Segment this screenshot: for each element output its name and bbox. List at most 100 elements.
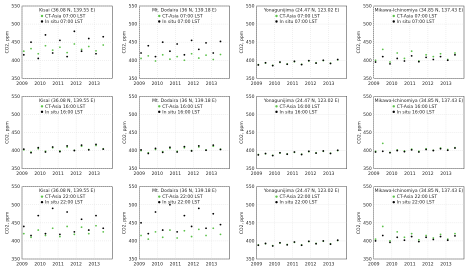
data-point <box>403 60 406 62</box>
y-axis-label: CO2, ppm <box>239 31 245 54</box>
legend-marker <box>392 200 395 204</box>
x-tick-label: 2012 <box>422 81 434 87</box>
data-point <box>140 234 142 237</box>
data-point <box>197 48 200 51</box>
y-tick-label: 450 <box>11 40 20 46</box>
x-tick-label: 2009 <box>134 171 146 177</box>
legend-marker <box>392 20 395 23</box>
data-point <box>183 229 186 232</box>
data-point <box>286 153 289 156</box>
data-point <box>147 152 150 155</box>
data-point <box>219 40 222 43</box>
data-point <box>51 227 54 230</box>
data-point <box>307 59 310 62</box>
legend-marker <box>40 195 44 198</box>
y-tick-label: 500 <box>363 112 372 118</box>
data-point <box>329 243 332 246</box>
legend-label: CT-Asia 07:00 LST <box>280 14 321 20</box>
y-tick-label: 350 <box>246 76 255 82</box>
x-tick-label: 2010 <box>152 262 164 268</box>
data-point <box>161 151 164 154</box>
data-point <box>95 52 97 55</box>
data-point <box>396 230 399 233</box>
legend-marker <box>158 14 161 18</box>
data-point <box>190 39 193 42</box>
data-point <box>403 236 406 239</box>
x-tick-label: 2010 <box>386 81 398 87</box>
y-tick-label: 350 <box>129 257 138 263</box>
data-point <box>322 240 325 242</box>
y-tick-label: 350 <box>363 257 372 263</box>
y-tick-label: 550 <box>246 4 255 10</box>
data-point <box>44 232 47 235</box>
data-point <box>190 225 193 228</box>
data-point <box>66 55 69 58</box>
data-point <box>293 241 296 243</box>
x-tick-label: 2012 <box>188 171 200 177</box>
data-point <box>37 52 40 55</box>
data-point <box>381 142 384 145</box>
data-point <box>219 223 222 226</box>
data-point <box>147 55 150 57</box>
y-axis-label: CO2, ppm <box>356 121 362 144</box>
data-point <box>432 238 435 241</box>
legend-label: In situ 16:00 LST <box>162 109 200 115</box>
y-tick-label: 400 <box>363 238 372 244</box>
data-point <box>176 55 179 58</box>
data-point <box>374 240 377 242</box>
y-tick-label: 350 <box>11 166 20 172</box>
data-point <box>417 60 420 63</box>
data-point <box>80 144 83 147</box>
legend-marker <box>40 20 44 23</box>
x-tick-label: 2011 <box>170 171 182 177</box>
x-tick-label: 2011 <box>404 171 416 177</box>
data-point <box>87 45 90 48</box>
data-point <box>190 235 193 238</box>
y-tick-label: 550 <box>11 4 20 10</box>
x-tick-label: 2013 <box>88 262 100 268</box>
data-point <box>396 149 399 152</box>
legend-marker <box>158 20 161 23</box>
data-point <box>205 54 207 57</box>
x-tick-label: 2011 <box>170 81 182 87</box>
legend-label: In situ 16:00 LST <box>280 109 318 115</box>
y-tick-label: 500 <box>11 22 20 28</box>
data-point <box>329 62 332 65</box>
y-tick-label: 450 <box>11 130 20 136</box>
plot-area <box>256 96 347 169</box>
legend-label: CT-Asia 16:00 LST <box>162 104 203 110</box>
y-tick-label: 400 <box>11 238 20 244</box>
legend-label: CT-Asia 22:00 LST <box>45 194 86 200</box>
panel-title: Mikawa-Ichinomiya (34.85 N, 137.43 E) <box>375 188 464 194</box>
x-tick-label: 2009 <box>251 81 263 87</box>
x-tick-label: 2009 <box>16 262 28 268</box>
plot-area <box>373 5 465 79</box>
data-point <box>44 34 47 36</box>
y-axis-label: CO2, ppm <box>356 31 362 54</box>
x-tick-label: 2011 <box>287 81 299 87</box>
data-point <box>403 150 406 153</box>
x-tick-label: 2012 <box>422 171 434 177</box>
x-tick-label: 2009 <box>251 171 263 177</box>
x-tick-label: 2010 <box>269 262 281 268</box>
data-point <box>454 147 456 149</box>
legend-marker <box>392 110 395 114</box>
x-tick-label: 2013 <box>88 171 100 177</box>
plot-area <box>139 5 230 79</box>
y-tick-label: 500 <box>11 202 20 208</box>
data-point <box>329 152 332 155</box>
data-point <box>169 50 171 53</box>
y-tick-label: 400 <box>246 58 255 64</box>
data-point <box>271 154 274 157</box>
data-point <box>30 236 32 239</box>
data-point <box>439 55 442 58</box>
data-point <box>315 152 317 155</box>
data-point <box>381 225 384 228</box>
y-tick-label: 500 <box>246 202 255 208</box>
legend-marker <box>275 20 278 23</box>
legend-marker <box>158 195 161 198</box>
x-tick-label: 2012 <box>70 81 82 87</box>
x-tick-label: 2013 <box>440 262 452 268</box>
legend-marker <box>40 110 44 114</box>
legend-marker <box>392 105 395 108</box>
